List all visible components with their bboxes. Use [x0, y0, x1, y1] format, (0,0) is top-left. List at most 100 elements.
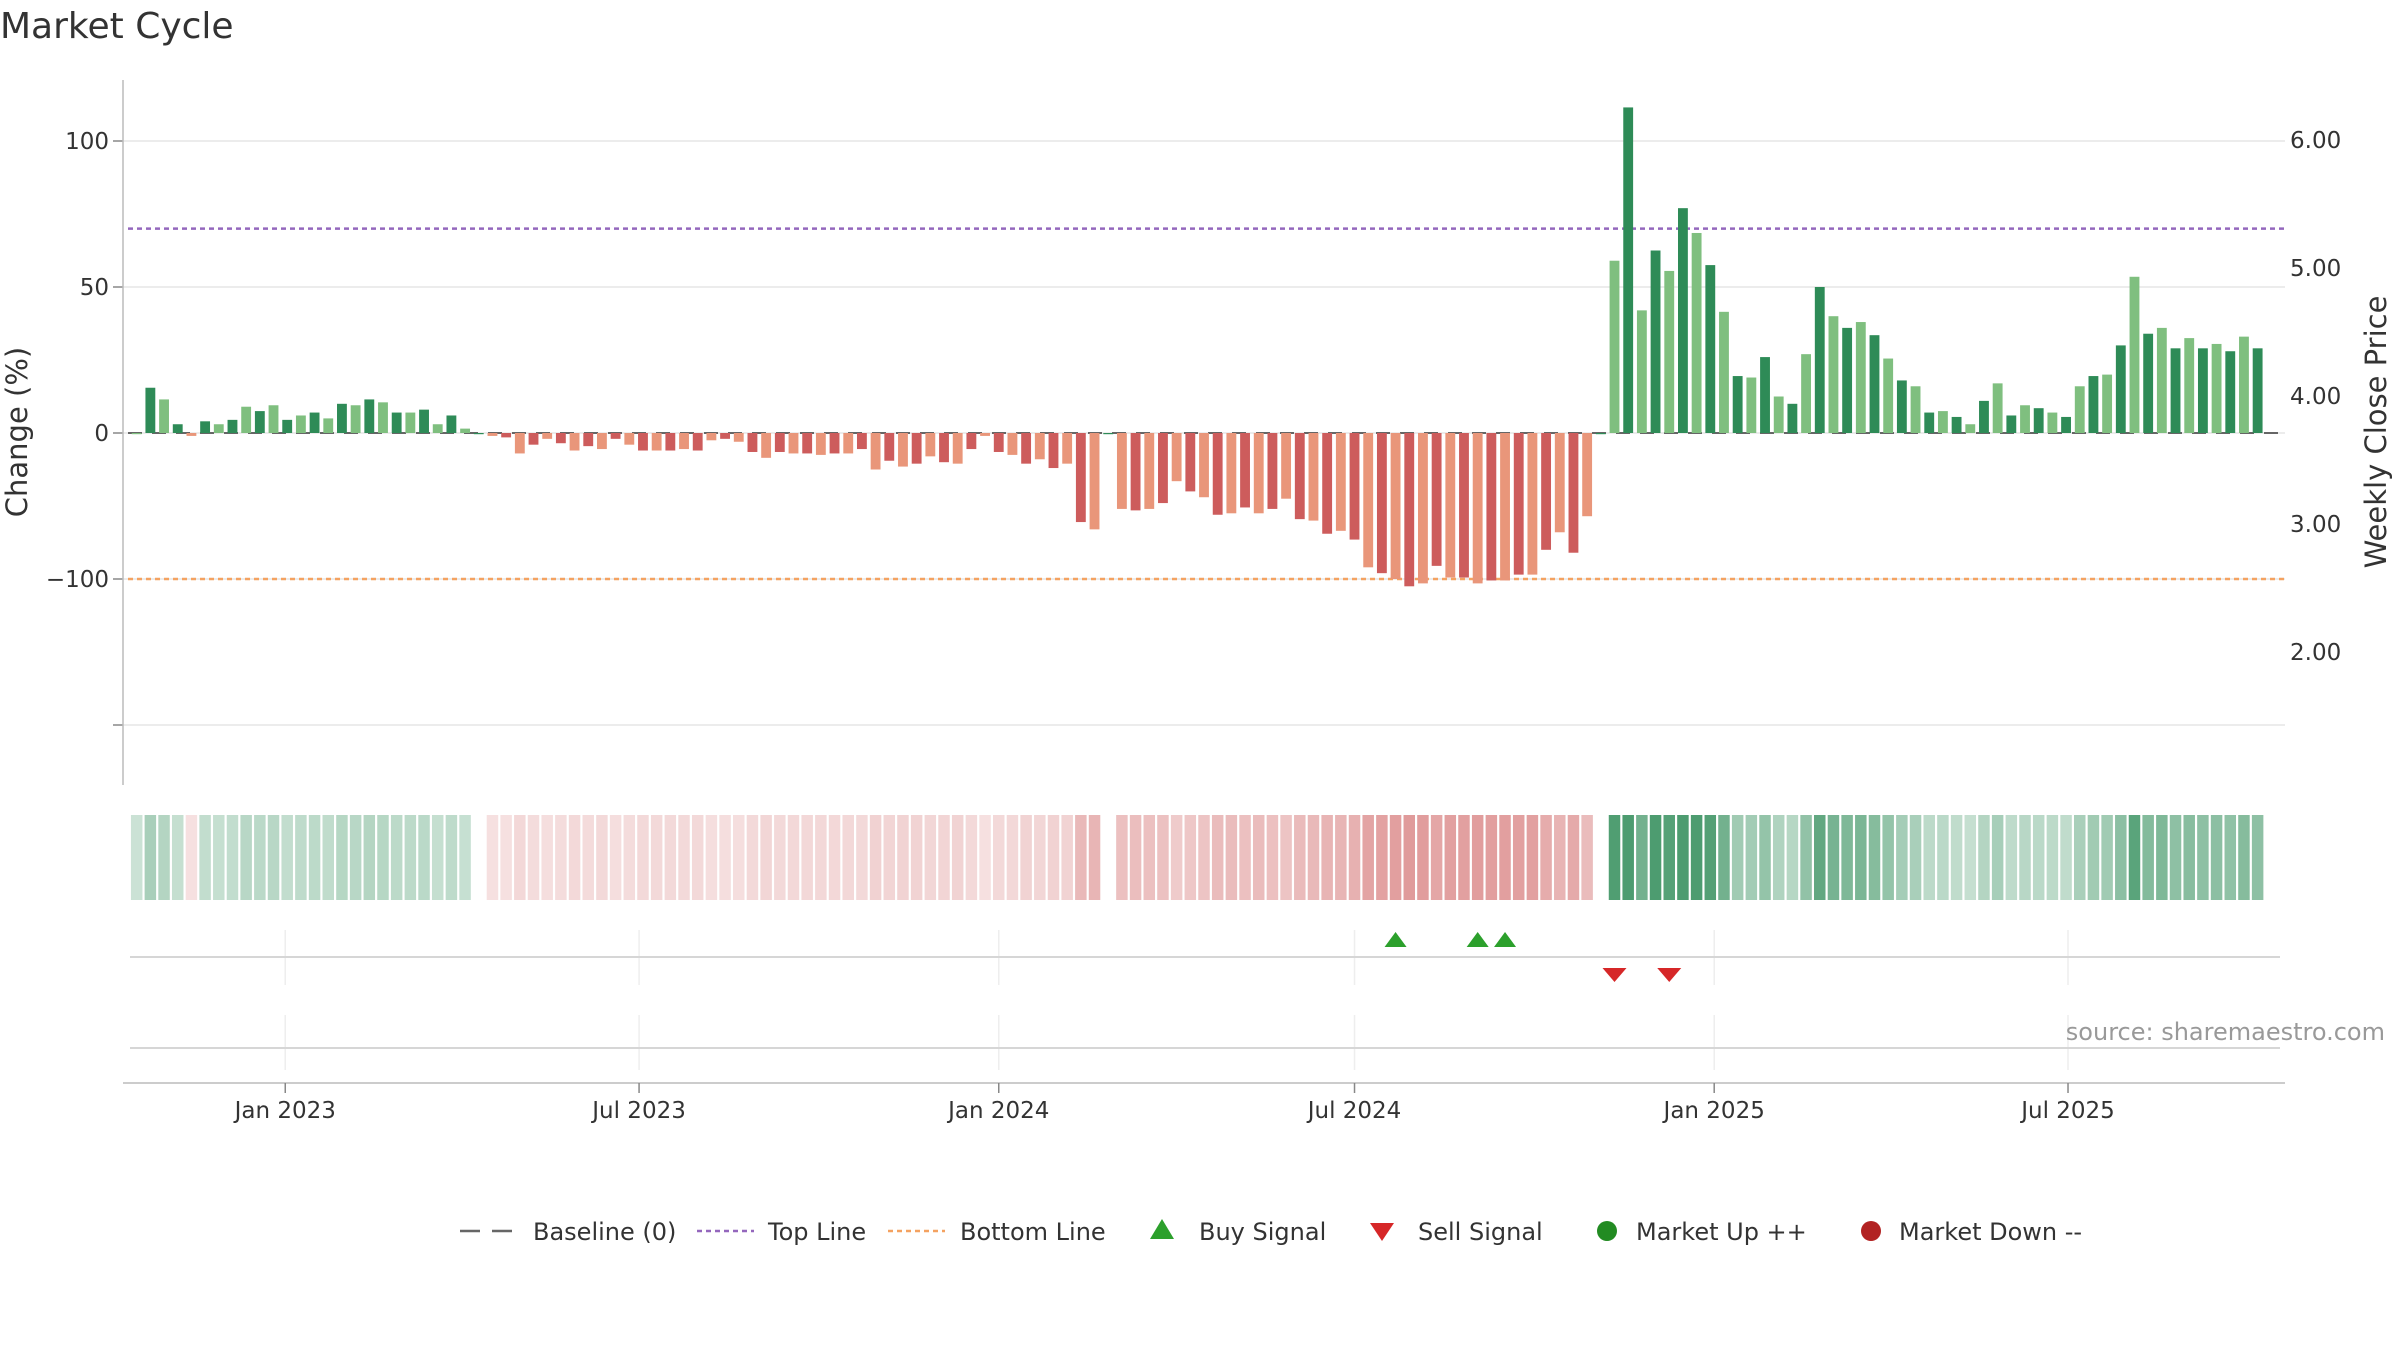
strength-cell — [1239, 815, 1251, 900]
bar — [1732, 376, 1743, 433]
strength-cell — [541, 815, 553, 900]
bar — [1404, 433, 1415, 587]
strength-cell — [951, 815, 964, 900]
bar — [419, 409, 429, 433]
strength-cell — [1772, 815, 1785, 900]
strength-cell — [582, 815, 594, 900]
strength-cell — [1512, 815, 1525, 900]
bar — [1322, 433, 1333, 534]
bar — [1691, 232, 1702, 433]
strength-cell — [1485, 815, 1498, 900]
strength-cell — [1321, 815, 1333, 900]
strength-cell — [1006, 815, 1019, 900]
bar — [323, 418, 334, 433]
bar — [1883, 358, 1894, 433]
strength-cell — [1868, 815, 1881, 900]
bar — [1144, 433, 1155, 509]
strength-cell — [1745, 815, 1758, 900]
strength-cell — [377, 815, 389, 900]
bar — [1513, 433, 1524, 575]
strength-cell — [774, 815, 786, 900]
strength-cell — [1731, 815, 1744, 900]
strength-cell — [992, 815, 1005, 900]
bar — [2143, 333, 2154, 433]
strength-cell — [1855, 815, 1867, 900]
bar — [1062, 433, 1073, 464]
strength-cell — [664, 815, 677, 900]
strength-cell — [2156, 815, 2168, 900]
strength-cell — [1335, 815, 1347, 900]
strength-cell — [1690, 815, 1703, 900]
strength-cell — [1116, 815, 1128, 900]
strength-cell — [1704, 815, 1717, 900]
bar — [1664, 270, 1675, 433]
bar — [2184, 338, 2195, 433]
strength-cell — [1362, 815, 1374, 900]
strength-cell — [1280, 815, 1292, 900]
legend-label: Baseline (0) — [533, 1218, 676, 1246]
bar — [624, 433, 635, 445]
bar — [720, 433, 731, 439]
strength-cell — [281, 815, 293, 900]
bar — [1048, 433, 1059, 469]
strength-cell — [883, 815, 896, 900]
strength-cell — [390, 815, 403, 900]
bar — [1226, 433, 1237, 514]
strength-cell — [733, 815, 745, 900]
bar — [1965, 424, 1976, 433]
strength-cell — [801, 815, 813, 900]
bar — [692, 433, 703, 451]
bar — [159, 399, 169, 433]
bar — [802, 433, 813, 454]
bar — [1719, 311, 1729, 433]
bar — [1075, 433, 1086, 523]
strength-cell — [2046, 815, 2059, 900]
strength-cell — [1978, 815, 1990, 900]
bar — [542, 433, 553, 439]
bar — [2047, 412, 2058, 433]
bar — [747, 433, 758, 452]
bar — [583, 433, 594, 447]
strength-cell — [1075, 815, 1087, 900]
strength-cell — [1759, 815, 1771, 900]
strength-cell — [1581, 815, 1593, 900]
legend-label: Sell Signal — [1418, 1218, 1543, 1246]
strength-cell — [2210, 815, 2223, 900]
bar — [1212, 433, 1223, 515]
bar — [1171, 433, 1182, 482]
strength-cell — [1622, 815, 1634, 900]
legend-label: Market Up ++ — [1636, 1218, 1807, 1246]
strength-cell — [609, 815, 622, 900]
bar — [213, 424, 224, 433]
bar — [1842, 327, 1853, 433]
strength-cell — [1937, 815, 1949, 900]
strength-cell — [295, 815, 307, 900]
strength-cell — [144, 815, 157, 900]
bar — [337, 403, 347, 433]
bar — [2239, 336, 2249, 433]
strength-cell — [527, 815, 540, 900]
legend-label: Buy Signal — [1199, 1218, 1326, 1246]
bar — [2074, 386, 2085, 433]
strength-cell — [2183, 815, 2195, 900]
strength-cell — [897, 815, 909, 900]
bar — [2020, 405, 2030, 433]
strength-cell — [2251, 815, 2264, 900]
strength-cell — [2087, 815, 2100, 900]
bar — [774, 433, 785, 452]
strength-cell — [1786, 815, 1799, 900]
bar — [870, 433, 881, 470]
bar — [2197, 348, 2208, 433]
bar — [843, 433, 854, 454]
strength-cell — [596, 815, 608, 900]
y2-axis-title: Weekly Close Price — [2359, 296, 2393, 569]
strength-cell — [254, 815, 266, 900]
x-tick-label: Jan 2023 — [233, 1098, 336, 1124]
bar — [446, 415, 457, 433]
bar — [1130, 433, 1141, 511]
y2-tick-label: 5.00 — [2290, 256, 2341, 282]
strength-cell — [1211, 815, 1224, 900]
bar — [733, 433, 744, 442]
strength-cell — [514, 815, 526, 900]
bar — [1253, 433, 1264, 514]
